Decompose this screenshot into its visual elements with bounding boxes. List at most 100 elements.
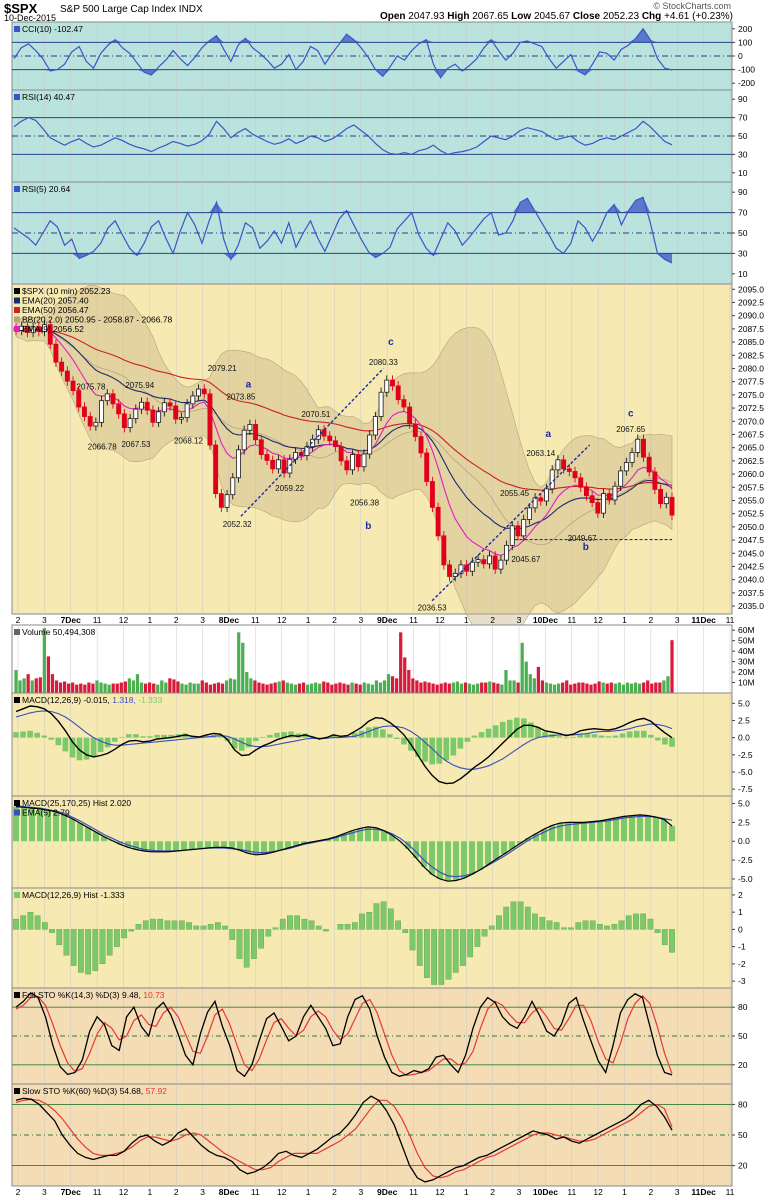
macd2-hist-bar bbox=[133, 841, 139, 850]
legend-text: MACD(25,170,25) Hist 2.020 bbox=[22, 798, 131, 808]
rsi14-panel: 90 70 50 30 10 RSI(14) 40.47 bbox=[11, 89, 748, 183]
x-tick-label: 11 bbox=[726, 1187, 735, 1197]
volume-bar bbox=[386, 674, 391, 693]
x-tick-label: 2 bbox=[174, 1187, 179, 1197]
volume-bar bbox=[261, 683, 265, 693]
volume-bar bbox=[439, 683, 443, 693]
macd-hist-bar bbox=[409, 929, 416, 951]
macd-hist-bar bbox=[633, 913, 639, 930]
candle-body bbox=[150, 409, 156, 423]
macd-hist-bar bbox=[41, 922, 48, 930]
candle-body bbox=[498, 559, 504, 570]
macd2-hist-bar bbox=[637, 814, 643, 842]
macd-hist-bar bbox=[351, 922, 358, 930]
volume-bar bbox=[91, 683, 95, 693]
volume-bar bbox=[83, 684, 87, 693]
candle-body bbox=[258, 439, 264, 455]
rsi5-y-tick-label: 30 bbox=[738, 248, 748, 258]
rsi5-line bbox=[13, 196, 673, 264]
candle-body bbox=[59, 361, 65, 372]
macd2-hist-bar bbox=[477, 841, 483, 870]
candle-body bbox=[76, 390, 82, 408]
macd2-hist-bar bbox=[517, 841, 523, 844]
volume-y-tick-label: 10M bbox=[738, 678, 755, 688]
volume-bar bbox=[224, 680, 229, 693]
candle-body bbox=[110, 393, 116, 405]
volume-bar bbox=[188, 682, 192, 693]
volume-bar bbox=[156, 684, 160, 693]
rsi5-y-tick-label: 90 bbox=[738, 187, 748, 197]
volume-bar bbox=[277, 681, 281, 693]
cci-line bbox=[13, 27, 673, 79]
macd2-panel-frame bbox=[11, 795, 733, 889]
x-tick-label: 2 bbox=[649, 615, 654, 625]
macd-hist-bar bbox=[450, 737, 457, 756]
volume-bar bbox=[168, 678, 172, 693]
legend-text: EMA(20) 2057.40 bbox=[22, 296, 89, 306]
macd-hist-bar bbox=[589, 920, 596, 930]
macd2-hist-bar bbox=[117, 841, 123, 845]
macd-hist-bar bbox=[20, 915, 27, 930]
macd-hist-bar bbox=[157, 918, 164, 930]
macd-hist-bar bbox=[464, 737, 471, 742]
macd-hist-bar bbox=[20, 731, 26, 738]
cci-panel: 200 100 0 -100 -200 CCI(10) -102.47 bbox=[11, 21, 755, 91]
x-tick-label: 3 bbox=[517, 615, 522, 625]
volume-bar bbox=[249, 678, 253, 693]
x-tick-label: 12 bbox=[277, 615, 287, 625]
macd-hist-bar bbox=[625, 915, 632, 930]
macd-hist-bar bbox=[49, 929, 55, 933]
macd-hist-bar bbox=[619, 733, 626, 738]
macd-hist-bar bbox=[532, 913, 538, 930]
legend-swatch bbox=[14, 1088, 20, 1094]
volume-bar bbox=[172, 679, 176, 693]
x-tick-label: 3 bbox=[675, 1187, 680, 1197]
macd-hist-bar bbox=[611, 924, 618, 930]
volume-bar bbox=[354, 683, 358, 693]
macd2-hist-bar bbox=[21, 807, 27, 842]
volume-bar bbox=[87, 682, 91, 693]
legend-swatch bbox=[14, 892, 20, 898]
candle-body bbox=[424, 452, 430, 482]
volume-bar bbox=[492, 682, 496, 693]
volume-bar bbox=[403, 657, 407, 693]
macd-hist-bar bbox=[48, 737, 55, 740]
candle-body bbox=[173, 405, 179, 420]
macd-hist-y-tick-label: 0 bbox=[738, 924, 743, 934]
candle-body bbox=[82, 406, 87, 417]
volume-bar bbox=[164, 682, 168, 693]
volume-bar bbox=[504, 669, 508, 693]
macd-hist-bar bbox=[337, 924, 344, 930]
full-sto-d-line bbox=[15, 994, 673, 1077]
macd-hist-bar bbox=[294, 915, 300, 930]
macd2-hist-bar bbox=[613, 817, 619, 842]
macd-hist-bar bbox=[56, 929, 63, 946]
legend-text: MACD(12,26,9) -0.015, 1.318, -1.333 bbox=[22, 695, 163, 705]
x-tick-label: 1 bbox=[622, 615, 627, 625]
candle-body bbox=[196, 388, 201, 397]
macd-hist-bar bbox=[217, 736, 224, 738]
macd-hist-panel: 2 1 0 -1 -2 -3 MACD(12,26,9) Hist -1.333 bbox=[11, 887, 746, 989]
volume-bar bbox=[500, 684, 504, 693]
overbought-fill bbox=[14, 253, 672, 263]
rsi14-y-tick-label: 90 bbox=[738, 94, 748, 104]
legend-swatch bbox=[14, 307, 20, 313]
macd-hist-bar bbox=[55, 737, 62, 746]
candle-body bbox=[53, 343, 59, 363]
price-y-tick-label: 2095.0 bbox=[738, 284, 764, 294]
macd-hist-bar bbox=[288, 731, 294, 738]
macd2-hist-bar bbox=[661, 819, 667, 842]
volume-bar bbox=[629, 683, 634, 693]
macd1-y-tick-label: -2.5 bbox=[738, 750, 753, 760]
macd1-panel: 5.0 2.5 0.0 -2.5 -5.0 -7.5 MACD(12,26,9) -0.01… bbox=[11, 692, 753, 797]
volume-bar bbox=[123, 681, 127, 693]
rsi5-y-tick-label: 50 bbox=[738, 228, 748, 238]
candle-body bbox=[492, 555, 498, 570]
volume-bar bbox=[463, 682, 468, 693]
x-tick-label: 11 bbox=[726, 615, 735, 625]
volume-bar bbox=[556, 683, 561, 693]
x-tick-label: 2 bbox=[174, 615, 179, 625]
macd-hist-bar bbox=[142, 920, 149, 930]
macd-hist-bar bbox=[443, 737, 450, 761]
volume-bar bbox=[573, 683, 577, 693]
